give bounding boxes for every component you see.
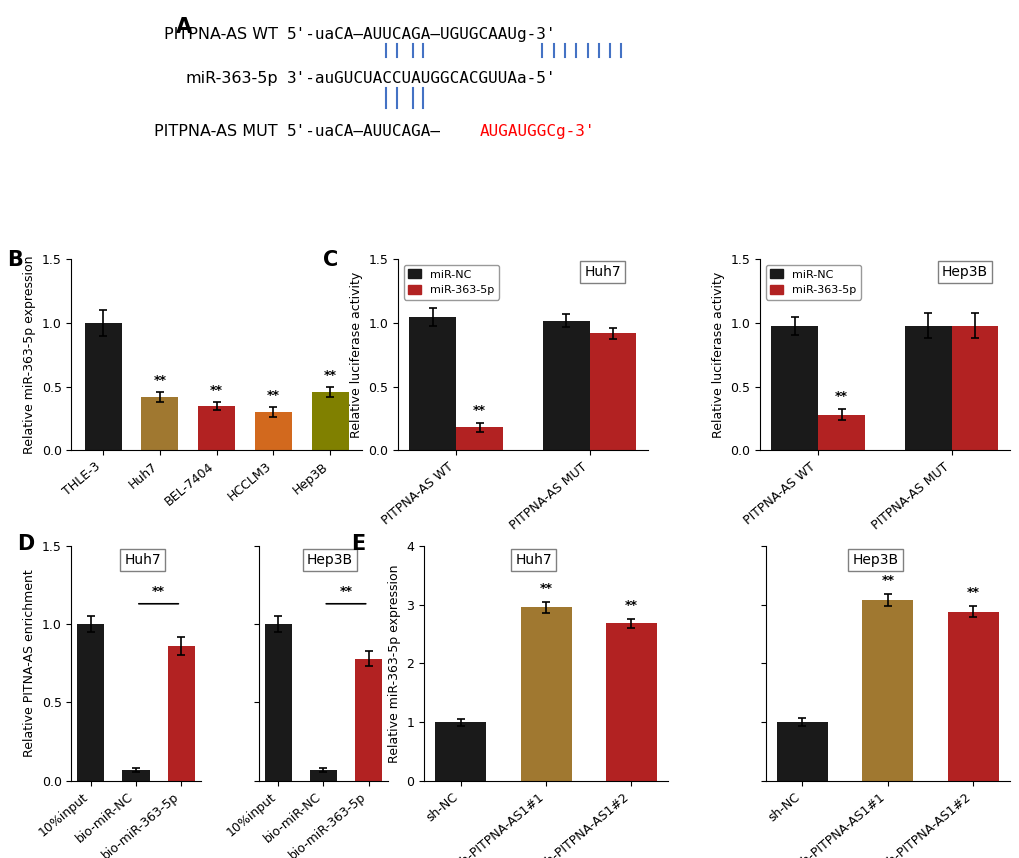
Text: **: **: [966, 586, 978, 599]
Bar: [435, 722, 486, 781]
Bar: [770, 326, 817, 450]
Text: **: **: [625, 599, 637, 612]
Y-axis label: Relative PITNA-AS enrichment: Relative PITNA-AS enrichment: [23, 570, 36, 757]
Text: AUGAUGGCg-3': AUGAUGGCg-3': [479, 124, 594, 139]
Bar: [167, 646, 195, 781]
Text: Huh7: Huh7: [515, 553, 551, 567]
Bar: [542, 321, 589, 450]
Text: miR-363-5p: miR-363-5p: [185, 71, 277, 87]
Text: **: **: [473, 403, 485, 417]
Legend: miR-NC, miR-363-5p: miR-NC, miR-363-5p: [404, 265, 498, 299]
Text: 3'-auGUCUACCUAUGGCACGUUAa-5': 3'-auGUCUACCUAUGGCACGUUAa-5': [287, 71, 556, 87]
Text: PITPNA-AS WT: PITPNA-AS WT: [164, 27, 277, 42]
Text: **: **: [835, 390, 847, 402]
Text: Hep3B: Hep3B: [307, 553, 353, 567]
Y-axis label: Relative luciferase activity: Relative luciferase activity: [711, 272, 725, 438]
Text: PITPNA-AS MUT: PITPNA-AS MUT: [154, 124, 277, 139]
Bar: [947, 612, 998, 781]
Bar: [122, 770, 150, 781]
Text: **: **: [539, 582, 552, 595]
Text: B: B: [7, 250, 23, 270]
Y-axis label: Relative miR-363-5p expression: Relative miR-363-5p expression: [23, 256, 36, 454]
Bar: [776, 722, 827, 781]
Text: Huh7: Huh7: [584, 265, 621, 279]
Legend: miR-NC, miR-363-5p: miR-NC, miR-363-5p: [765, 265, 860, 299]
Bar: [312, 392, 348, 450]
Bar: [142, 397, 178, 450]
Text: **: **: [210, 384, 223, 397]
Text: **: **: [323, 369, 336, 382]
Bar: [455, 427, 502, 450]
Bar: [85, 323, 121, 450]
Text: 5'-uaCA—AUUCAGA—UGUGCAAUg-3': 5'-uaCA—AUUCAGA—UGUGCAAUg-3': [287, 27, 556, 42]
Text: 5'-uaCA—AUUCAGA—: 5'-uaCA—AUUCAGA—: [287, 124, 441, 139]
Text: **: **: [152, 584, 165, 597]
Bar: [904, 326, 951, 450]
Y-axis label: Relative miR-363-5p expression: Relative miR-363-5p expression: [387, 564, 400, 763]
Bar: [310, 770, 336, 781]
Bar: [409, 317, 455, 450]
Bar: [589, 333, 636, 450]
Bar: [605, 624, 656, 781]
Bar: [355, 659, 382, 781]
Text: A: A: [175, 17, 192, 37]
Text: E: E: [351, 534, 365, 554]
Text: C: C: [323, 250, 338, 270]
Text: Huh7: Huh7: [124, 553, 161, 567]
Text: **: **: [153, 374, 166, 387]
Bar: [817, 414, 864, 450]
Y-axis label: Relative luciferase activity: Relative luciferase activity: [350, 272, 363, 438]
Bar: [951, 326, 998, 450]
Text: **: **: [267, 389, 280, 402]
Bar: [264, 624, 291, 781]
Bar: [255, 412, 291, 450]
Bar: [77, 624, 104, 781]
Text: **: **: [880, 574, 894, 587]
Bar: [861, 600, 912, 781]
Text: **: **: [339, 584, 353, 597]
Bar: [198, 406, 235, 450]
Text: D: D: [17, 534, 35, 554]
Text: Hep3B: Hep3B: [941, 265, 987, 279]
Bar: [520, 607, 572, 781]
Text: Hep3B: Hep3B: [852, 553, 898, 567]
